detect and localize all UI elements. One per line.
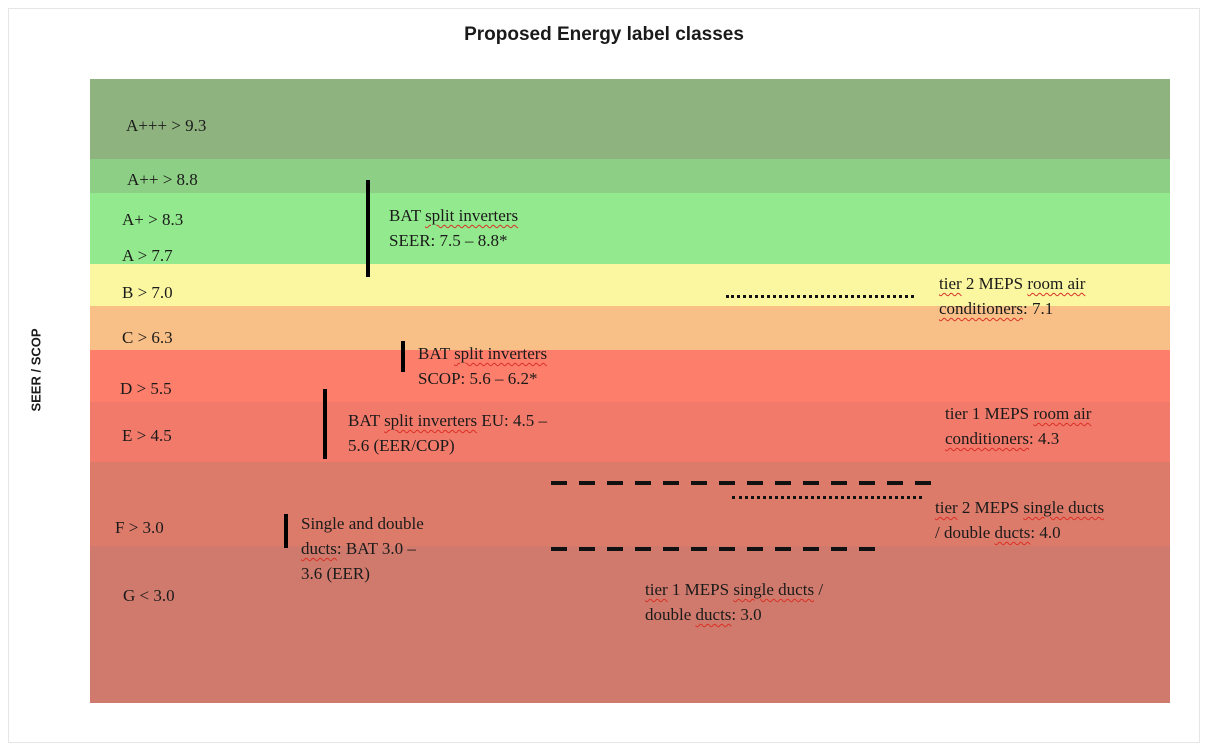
annotation-bat-split-seer: BAT split inverters SEER: 7.5 – 8.8* (389, 203, 518, 253)
band-b (90, 264, 1170, 306)
annotation-text: : BAT 3.0 – (336, 539, 416, 558)
annotation-text: BAT (389, 206, 426, 225)
annotation-tier1-room-ac: tier 1 MEPS room air conditioners: 4.3 (945, 401, 1091, 451)
annotation-bat-split-scop: BAT split inverters SCOP: 5.6 – 6.2* (418, 341, 547, 391)
band-a (90, 227, 1170, 264)
band-e (90, 402, 1170, 462)
annotation-text: conditioners (945, 429, 1030, 448)
band-f (90, 462, 1170, 546)
annotation-text: ducts (301, 539, 337, 558)
band-a-plus (90, 193, 1170, 227)
class-label-b: B > 7.0 (122, 283, 173, 302)
annotation-text: split inverters (454, 344, 548, 363)
annotation-text: tier (645, 580, 668, 599)
range-bar-bat-split-eu (323, 389, 327, 459)
annotation-text: 2 MEPS (957, 498, 1024, 517)
annotation-text: split inverters (384, 411, 478, 430)
band-g (90, 546, 1170, 703)
annotation-bat-split-eu: BAT split inverters EU: 4.5 – 5.6 (EER/C… (348, 408, 547, 458)
band-d (90, 350, 1170, 402)
annotation-text: EU: 4.5 – (477, 411, 547, 430)
class-label-a-plus-plus-plus: A+++ > 9.3 (126, 116, 207, 135)
annotation-text: SCOP: 5.6 – 6.2* (418, 369, 538, 388)
annotation-text: tier (939, 274, 962, 293)
class-label-a-plus-plus: A++ > 8.8 (127, 170, 198, 189)
annotation-text: single ducts (1023, 498, 1105, 517)
annotation-text: room air (1027, 274, 1086, 293)
annotation-text: : 7.1 (1023, 299, 1054, 318)
annotation-text: 2 MEPS (961, 274, 1028, 293)
annotation-text: single ducts (733, 580, 815, 599)
class-label-c: C > 6.3 (122, 328, 173, 347)
range-bar-bat-split-scop (401, 341, 405, 372)
figure-frame (8, 8, 1200, 743)
class-label-a: A > 7.7 (122, 246, 173, 265)
annotation-text: split inverters (425, 206, 519, 225)
band-a-plus-plus-plus (90, 79, 1170, 159)
annotation-text: SEER: 7.5 – 8.8* (389, 231, 508, 250)
annotation-text: : 4.3 (1029, 429, 1060, 448)
annotation-text: BAT (348, 411, 385, 430)
annotation-tier1-ducts: tier 1 MEPS single ducts / double ducts:… (645, 577, 823, 627)
annotation-text: : 4.0 (1030, 523, 1061, 542)
annotation-text: tier (935, 498, 958, 517)
annotation-text: conditioners (939, 299, 1024, 318)
annotation-text: / (814, 580, 824, 599)
range-bar-ducts-bat (284, 514, 288, 548)
band-c (90, 306, 1170, 350)
class-label-g: G < 3.0 (123, 586, 175, 605)
annotation-text: BAT (418, 344, 455, 363)
annotation-tier2-room-ac: tier 2 MEPS room air conditioners: 7.1 (939, 271, 1085, 321)
annotation-text: 5.6 (EER/COP) (348, 436, 455, 455)
class-label-d: D > 5.5 (120, 379, 172, 398)
annotation-text: room air (1033, 404, 1092, 423)
tier1-room-ac-threshold-line (551, 481, 935, 485)
class-label-f: F > 3.0 (115, 518, 164, 537)
annotation-ducts-bat: Single and double ducts: BAT 3.0 – 3.6 (… (301, 511, 424, 586)
annotation-text: ducts (994, 523, 1031, 542)
annotation-text: 3.6 (EER) (301, 564, 370, 583)
annotation-text: 1 MEPS (667, 580, 734, 599)
range-bar-bat-split-seer (366, 180, 370, 277)
chart-title: Proposed Energy label classes (464, 24, 744, 45)
annotation-text: ducts (695, 605, 732, 624)
class-label-a-plus: A+ > 8.3 (122, 210, 184, 229)
energy-class-chart: A+++ > 9.3 A++ > 8.8 A+ > 8.3 A > 7.7 B … (90, 79, 1170, 703)
annotation-text: tier 1 MEPS (945, 404, 1034, 423)
annotation-text: double (645, 605, 696, 624)
annotation-text: Single and double (301, 514, 424, 533)
y-axis-label: SEER / SCOP (28, 328, 44, 412)
band-a-plus-plus (90, 159, 1170, 193)
annotation-text: : 3.0 (731, 605, 762, 624)
annotation-tier2-ducts: tier 2 MEPS single ducts / double ducts:… (935, 495, 1104, 545)
tier2-room-ac-threshold-line (726, 295, 914, 298)
tier1-ducts-threshold-line (551, 547, 879, 551)
annotation-text: / double (935, 523, 995, 542)
class-label-e: E > 4.5 (122, 426, 172, 445)
tier2-ducts-threshold-line (732, 496, 922, 499)
